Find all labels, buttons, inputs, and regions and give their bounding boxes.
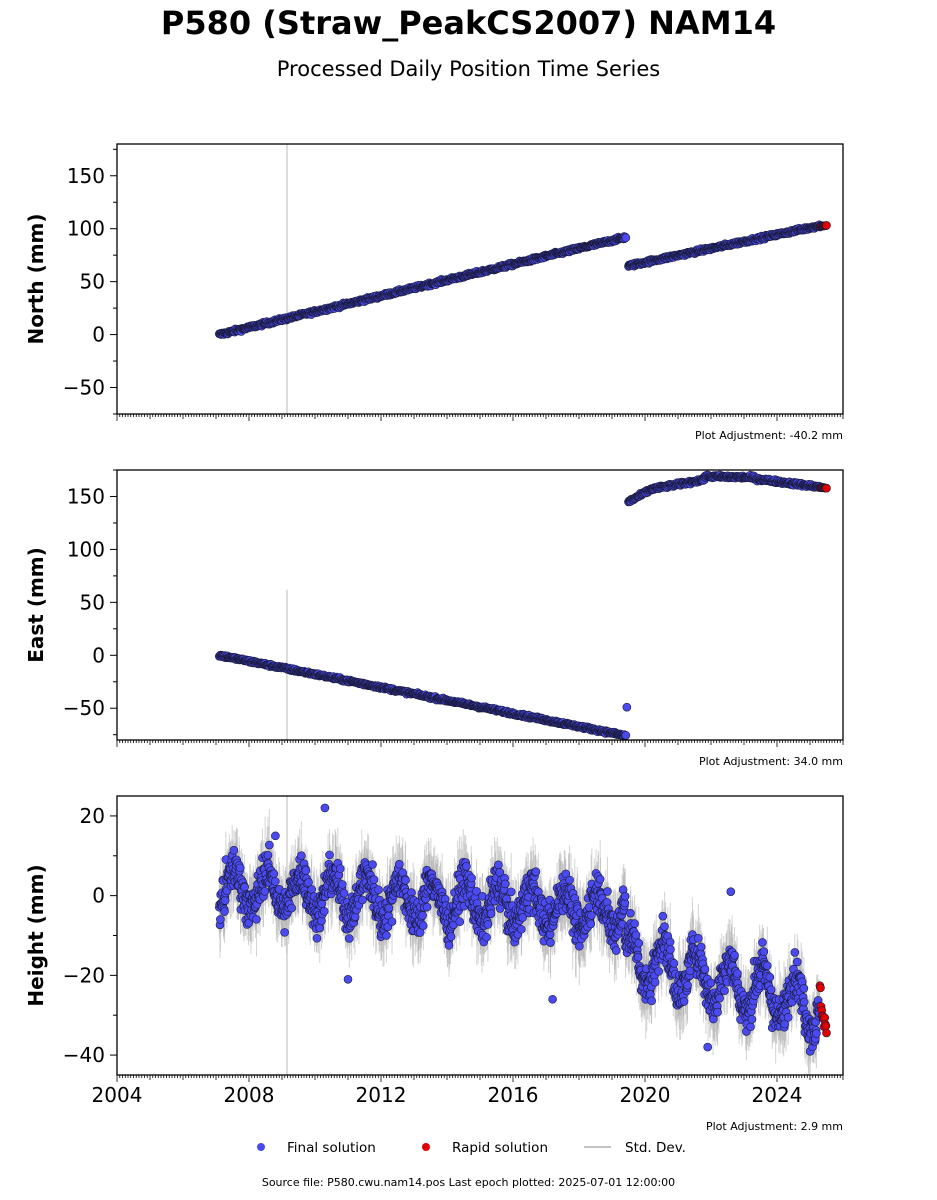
y-axis-label: East (mm): [24, 547, 48, 663]
final-point: [280, 928, 289, 937]
final-point: [304, 878, 313, 887]
final-point: [240, 882, 249, 892]
y-tick-label: 50: [80, 270, 105, 294]
final-point: [335, 864, 345, 873]
final-point: [220, 907, 229, 916]
final-point: [252, 915, 261, 924]
final-solution-points: [215, 803, 825, 1056]
rapid-solution-points: [815, 221, 831, 231]
final-point: [287, 903, 296, 913]
plot-adjustment-note: Plot Adjustment: -40.2 mm: [695, 429, 843, 442]
final-point: [369, 875, 379, 885]
final-point: [315, 923, 325, 933]
y-tick-label: 150: [67, 164, 105, 188]
final-point: [621, 731, 631, 740]
y-tick-label: 0: [92, 323, 105, 347]
final-point: [338, 880, 347, 889]
final-point: [358, 895, 367, 905]
y-axis-label: North (mm): [24, 213, 48, 344]
plot-area: [215, 220, 831, 339]
final-point: [297, 851, 306, 861]
y-tick-label: 0: [92, 643, 105, 667]
final-point: [368, 860, 377, 869]
plot-area: [215, 803, 831, 1075]
final-point: [374, 885, 383, 895]
rapid-point: [822, 483, 831, 493]
final-point: [270, 877, 280, 886]
final-point: [260, 887, 270, 896]
panel-2: −50 0 50 100 150 East (mm) Plot Adjustment: 34…: [24, 469, 844, 768]
final-point: [339, 888, 349, 898]
panel-1: −50 0 50 100 150 North (mm) Plot Adjustment: -…: [24, 143, 844, 442]
final-solution-points: [215, 470, 825, 740]
final-point: [382, 931, 391, 940]
axes-frame: [116, 143, 844, 415]
y-tick-label: 100: [67, 537, 105, 561]
final-point: [216, 915, 225, 924]
final-point: [621, 233, 631, 243]
chart-subtitle: Processed Daily Position Time Series: [276, 57, 661, 81]
final-point: [312, 933, 322, 943]
y-tick-label: 100: [67, 217, 105, 241]
final-point: [317, 899, 327, 909]
final-point: [229, 845, 239, 855]
final-point: [622, 702, 632, 712]
final-point: [344, 934, 354, 943]
y-tick-label: −50: [63, 696, 105, 720]
final-point: [220, 896, 230, 905]
y-tick-label: −50: [63, 376, 105, 400]
axes-frame: [116, 469, 844, 741]
final-point: [269, 869, 279, 879]
y-tick-label: 150: [67, 484, 105, 508]
rapid-solution-points: [815, 483, 831, 493]
std-dev-bars: [218, 808, 821, 1075]
panels-layer: −50 0 50 100 150 North (mm) Plot Adjustment: -…: [24, 143, 844, 1133]
rapid-point: [822, 221, 831, 230]
final-solution-points: [215, 220, 825, 339]
chart-title: P580 (Straw_PeakCS2007) NAM14: [160, 4, 777, 42]
final-point: [301, 866, 311, 875]
final-point: [325, 850, 334, 860]
final-point: [235, 863, 245, 873]
final-point: [263, 850, 273, 860]
final-point: [319, 906, 329, 916]
final-point: [265, 840, 274, 850]
plot-area: [215, 470, 831, 740]
y-tick-label: 50: [80, 590, 105, 614]
plot-adjustment-note: Plot Adjustment: 34.0 mm: [699, 755, 843, 768]
